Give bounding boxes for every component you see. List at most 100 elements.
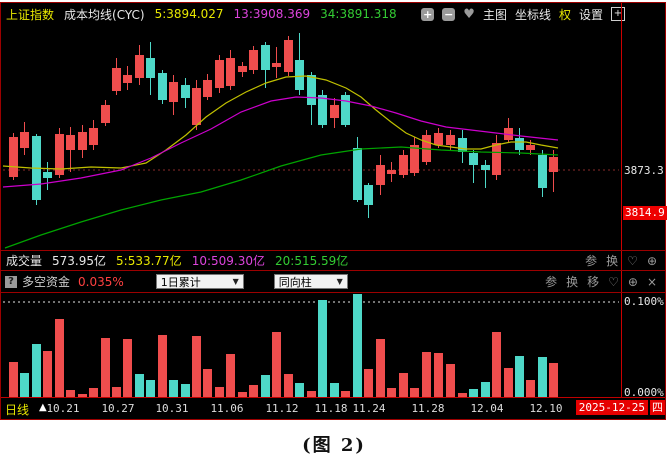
candle xyxy=(481,160,490,188)
add-window-button[interactable]: + xyxy=(611,7,625,21)
magnifier-icon[interactable]: ⊕ xyxy=(627,274,638,289)
funds-bar xyxy=(32,344,41,397)
accumulation-dropdown-value: 1日累计 xyxy=(160,275,201,289)
date-label: 11.28 xyxy=(411,402,445,415)
candle xyxy=(549,150,558,192)
cyc34-value: 34:3891.318 xyxy=(320,7,397,21)
candle xyxy=(101,100,110,126)
funds-bar xyxy=(135,374,144,397)
candle xyxy=(469,150,478,183)
funds-bar xyxy=(192,336,201,397)
funds-bar xyxy=(364,369,373,397)
candle xyxy=(284,36,293,76)
funds-bar xyxy=(272,332,281,397)
funds-bar xyxy=(458,393,467,397)
candle xyxy=(78,125,87,158)
coordinate-line-button[interactable]: 坐标线 xyxy=(514,7,551,22)
funds-axis-bottom-label: 0.000% xyxy=(624,386,664,399)
candle xyxy=(112,58,121,95)
params-button[interactable]: 参 xyxy=(545,275,558,289)
switch-indicator-button[interactable]: 换 xyxy=(566,275,579,289)
weekday-badge: 四 xyxy=(650,400,665,415)
candle xyxy=(261,42,270,88)
volume-value: 573.95亿 xyxy=(52,254,107,268)
main-chart-canvas[interactable] xyxy=(1,25,621,250)
funds-axis-top-label: 0.100% xyxy=(624,295,664,308)
funds-bar xyxy=(538,357,547,397)
date-label: 11.18 xyxy=(314,402,348,415)
help-icon[interactable]: ? xyxy=(5,275,17,288)
date-label: 11.12 xyxy=(265,402,299,415)
funds-bar xyxy=(376,339,385,397)
funds-bar xyxy=(353,294,362,397)
funds-bar xyxy=(112,387,121,397)
candle xyxy=(9,133,18,180)
pane-divider xyxy=(1,250,665,251)
funds-histogram-canvas[interactable] xyxy=(1,293,621,397)
funds-label: 多空资金 xyxy=(22,275,71,289)
funds-bar xyxy=(330,383,339,397)
period-arrow-icon[interactable]: ▲ xyxy=(39,402,47,413)
close-icon[interactable]: × xyxy=(646,274,657,289)
candle xyxy=(492,135,501,180)
candle xyxy=(434,128,443,148)
period-selector[interactable]: 日线 xyxy=(5,403,30,417)
main-chart-button[interactable]: 主图 xyxy=(482,7,507,22)
volume-ma5: 5:533.77亿 xyxy=(116,254,182,268)
funds-bar xyxy=(215,387,224,397)
rights-restoration-button[interactable]: 权 xyxy=(558,7,571,22)
funds-bar xyxy=(410,388,419,397)
funds-bar xyxy=(434,353,443,397)
funds-bar xyxy=(422,352,431,397)
funds-bar xyxy=(55,319,64,397)
zoom-in-button[interactable]: + xyxy=(421,7,435,21)
funds-bar xyxy=(123,339,132,397)
volume-ma20: 20:515.59亿 xyxy=(275,254,349,268)
favorite-icon[interactable]: ♡ xyxy=(608,274,619,289)
cyc13-line xyxy=(2,96,559,188)
candle xyxy=(364,183,373,218)
funds-bar xyxy=(226,354,235,397)
candle xyxy=(146,42,155,95)
funds-bar xyxy=(526,380,535,397)
title-bar-controls: + − ♥ 主图 坐标线权设置 + xyxy=(421,3,625,25)
funds-value: 0.035% xyxy=(78,274,124,289)
params-button[interactable]: 参 xyxy=(585,254,598,268)
move-pane-button[interactable]: 移 xyxy=(587,275,600,289)
zoom-out-button[interactable]: − xyxy=(442,7,456,21)
date-label: 10.21 xyxy=(46,402,80,415)
funds-bar xyxy=(284,374,293,397)
funds-bar xyxy=(146,380,155,397)
price-level-label: 3873.3 xyxy=(624,164,664,177)
candle xyxy=(538,150,547,197)
cyc13-value: 13:3908.369 xyxy=(233,7,311,21)
cyc34-line xyxy=(4,146,559,249)
settings-button[interactable]: 设置 xyxy=(578,7,603,22)
funds-bar xyxy=(20,373,29,397)
candle xyxy=(376,155,385,195)
funds-bar xyxy=(78,394,87,397)
heart-icon[interactable]: ♥ xyxy=(463,6,475,22)
candle xyxy=(422,130,431,165)
funds-bar xyxy=(549,363,558,397)
funds-bar xyxy=(66,390,75,397)
title-bar: 上证指数 成本均线(CYC) 5:3894.027 13:3908.369 34… xyxy=(1,3,665,25)
candle xyxy=(20,122,29,155)
magnifier-icon[interactable]: ⊕ xyxy=(646,253,657,268)
accumulation-dropdown[interactable]: 1日累计 ▼ xyxy=(155,274,244,289)
bar-style-dropdown[interactable]: 同向柱 ▼ xyxy=(273,274,348,289)
candle xyxy=(330,98,339,128)
favorite-icon[interactable]: ♡ xyxy=(627,253,638,268)
funds-bar xyxy=(181,384,190,397)
candle xyxy=(272,47,281,78)
chevron-down-icon: ▼ xyxy=(232,277,239,286)
candle xyxy=(458,130,467,163)
chevron-down-icon: ▼ xyxy=(336,277,343,286)
bar-style-dropdown-value: 同向柱 xyxy=(278,275,312,289)
candle xyxy=(341,92,350,127)
switch-indicator-button[interactable]: 换 xyxy=(606,254,619,268)
date-axis-bar: 日线 ▲ 10.21 10.27 10.31 11.06 11.12 11.18 11.24… xyxy=(1,397,665,418)
candle xyxy=(410,137,419,176)
funds-bar xyxy=(492,332,501,397)
